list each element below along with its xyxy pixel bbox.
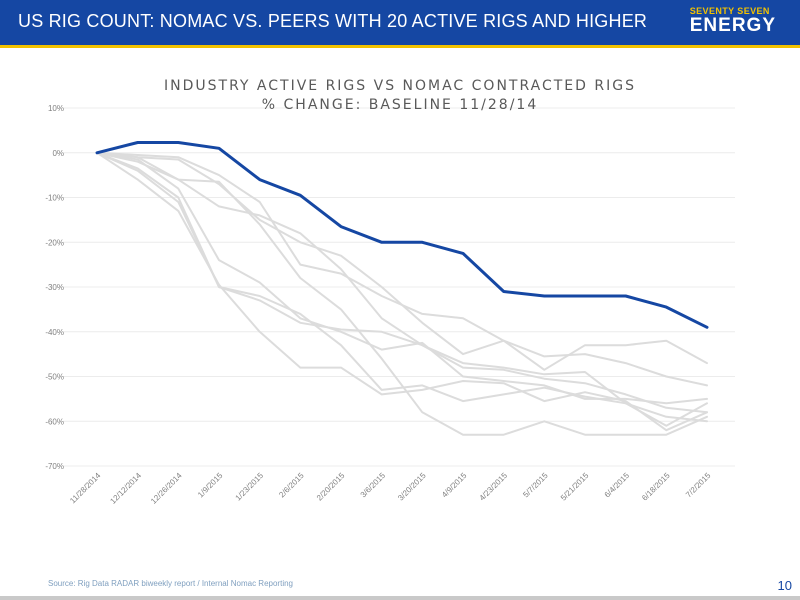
x-tick-label: 11/28/2014 bbox=[68, 471, 103, 506]
source-note: Source: Rig Data RADAR biweekly report /… bbox=[48, 579, 293, 588]
x-tick-label: 7/2/2015 bbox=[684, 471, 713, 500]
y-tick-label: -30% bbox=[45, 283, 64, 292]
x-tick-label: 5/21/2015 bbox=[559, 471, 591, 503]
x-tick-label: 6/4/2015 bbox=[603, 471, 632, 500]
x-tick-label: 2/6/2015 bbox=[277, 471, 306, 500]
series-line-peer bbox=[96, 151, 708, 432]
series-line-peer bbox=[96, 151, 708, 436]
x-tick-label: 2/20/2015 bbox=[315, 471, 347, 503]
y-tick-label: -40% bbox=[45, 328, 64, 337]
logo-bottom-text: ENERGY bbox=[689, 15, 776, 36]
header-bar: US RIG COUNT: NOMAC VS. PEERS WITH 20 AC… bbox=[0, 0, 800, 45]
x-tick-label: 5/7/2015 bbox=[521, 471, 550, 500]
y-tick-label: 0% bbox=[52, 149, 64, 158]
series-line-nomac bbox=[95, 141, 709, 329]
series-line-peer bbox=[96, 151, 708, 387]
series-line-peer bbox=[96, 151, 708, 371]
x-tick-label: 4/23/2015 bbox=[478, 471, 510, 503]
series-line-peer bbox=[96, 151, 708, 405]
x-tick-label: 4/9/2015 bbox=[440, 471, 469, 500]
y-tick-label: -20% bbox=[45, 238, 64, 247]
footer-rule bbox=[0, 596, 800, 600]
y-tick-label: 10% bbox=[48, 104, 64, 113]
series-line-peer bbox=[96, 151, 708, 414]
x-tick-label: 6/18/2015 bbox=[640, 471, 672, 503]
page-title: US RIG COUNT: NOMAC VS. PEERS WITH 20 AC… bbox=[18, 11, 648, 31]
x-tick-label: 1/23/2015 bbox=[234, 471, 266, 503]
x-tick-label: 3/6/2015 bbox=[359, 471, 388, 500]
x-tick-label: 12/12/2014 bbox=[108, 471, 143, 506]
y-tick-label: -60% bbox=[45, 417, 64, 426]
x-tick-label: 1/9/2015 bbox=[196, 471, 225, 500]
header-accent-rule bbox=[0, 45, 800, 48]
series-line-peer bbox=[96, 151, 708, 423]
y-tick-label: -50% bbox=[45, 373, 64, 382]
page-number: 10 bbox=[777, 578, 792, 593]
x-tick-label: 3/20/2015 bbox=[396, 471, 428, 503]
y-tick-label: -70% bbox=[45, 462, 64, 471]
company-logo: SEVENTY SEVEN ENERGY bbox=[690, 6, 776, 36]
y-tick-label: -10% bbox=[45, 194, 64, 203]
logo-top-text: SEVENTY SEVEN bbox=[689, 6, 770, 16]
chart-subtitle: % CHANGE: BASELINE 11/28/14 bbox=[261, 97, 539, 113]
x-tick-label: 12/26/2014 bbox=[149, 471, 184, 506]
chart-title: INDUSTRY ACTIVE RIGS VS NOMAC CONTRACTED… bbox=[164, 78, 636, 94]
